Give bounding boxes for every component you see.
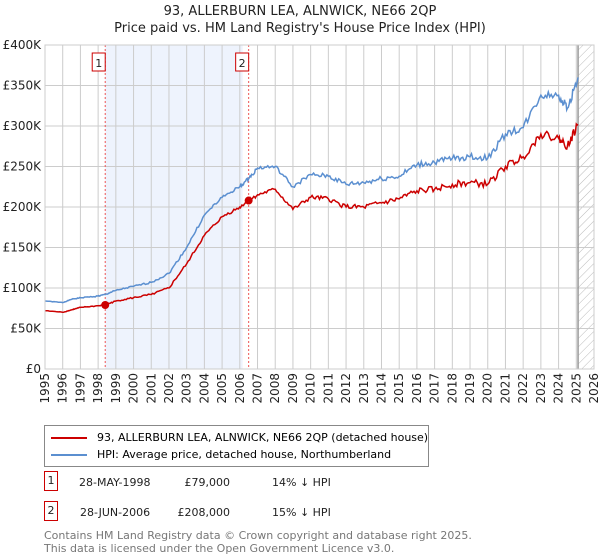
y-tick-label: £100K: [3, 281, 43, 295]
legend-hpi: HPI: Average price, detached house, Nort…: [97, 448, 392, 461]
chart-title: 93, ALLERBURN LEA, ALNWICK, NE66 2QP: [163, 4, 437, 19]
sale-price: £208,000: [177, 506, 231, 519]
x-tick-label: 1999: [109, 373, 123, 404]
x-tick-label: 2021: [498, 373, 512, 404]
y-tick-label: £150K: [3, 241, 43, 255]
y-tick-label: £350K: [3, 79, 43, 93]
x-tick-label: 2006: [233, 373, 247, 404]
y-tick-label: £200K: [3, 200, 43, 214]
legend: 93, ALLERBURN LEA, ALNWICK, NE66 2QP (de…: [44, 425, 429, 467]
sale-marker-number: 2: [239, 57, 246, 70]
x-tick-label: 2001: [144, 373, 158, 404]
footer-line: Contains HM Land Registry data © Crown c…: [44, 529, 472, 542]
footer: Contains HM Land Registry data © Crown c…: [44, 529, 472, 555]
red-line-swatch: [51, 436, 87, 439]
x-tick-label: 2010: [304, 373, 318, 404]
x-tick-label: 1998: [91, 373, 105, 404]
y-tick-label: £0: [26, 362, 41, 376]
x-tick-label: 2009: [286, 373, 300, 404]
x-tick-label: 2019: [463, 373, 477, 404]
sale-badge: 2: [44, 501, 58, 521]
line-chart: 1995 1996 1997 1998 1999 2000 2001 2002 2003 2004…: [3, 38, 600, 404]
sale-marker-badge: [235, 52, 250, 72]
sale-point: [101, 301, 110, 310]
x-tick-label: 2011: [321, 373, 335, 404]
x-tick-label: 2023: [534, 373, 548, 404]
x-tick-label: 2018: [445, 373, 459, 404]
y-tick-label: £50K: [10, 322, 42, 336]
x-tick-label: 2016: [410, 373, 424, 404]
sale-marker-badge: [91, 52, 106, 72]
plot-border: [44, 44, 595, 370]
x-tick-label: 2025: [569, 373, 583, 404]
property-price-line: [44, 122, 579, 314]
x-tick-label: 2014: [374, 373, 388, 404]
x-tick-label: 2012: [339, 373, 353, 404]
y-tick-label: £250K: [3, 160, 43, 174]
hpi-line: [44, 77, 579, 304]
sale-date: 28-MAY-1998: [79, 476, 151, 489]
x-tick-label: 2008: [268, 373, 282, 404]
y-tick-label: £400K: [3, 38, 43, 52]
chart-subtitle: Price paid vs. HM Land Registry's House …: [114, 21, 486, 36]
x-tick-label: 2000: [127, 373, 141, 404]
x-tick-label: 2004: [197, 373, 211, 404]
footer-line: This data is licensed under the Open Gov…: [44, 542, 395, 555]
x-tick-label: 2007: [251, 373, 265, 404]
x-tick-label: 2005: [215, 373, 229, 404]
blue-line-swatch: [51, 453, 87, 456]
x-tick-label: 2024: [552, 373, 566, 404]
sale-badge: 1: [44, 471, 58, 491]
x-tick-label: 1997: [73, 373, 87, 404]
x-tick-label: 2015: [392, 373, 406, 404]
sale-price: £79,000: [184, 476, 231, 489]
x-tick-label: 2022: [516, 373, 530, 404]
sale-hpi: 14% ↓ HPI: [272, 476, 331, 489]
sale-marker-number: 1: [95, 57, 102, 70]
x-tick-label: 2002: [162, 373, 176, 404]
y-tick-label: £300K: [3, 119, 43, 133]
sale-date: 28-JUN-2006: [80, 506, 151, 519]
x-tick-label: 1996: [56, 373, 70, 404]
sale-point: [244, 196, 253, 205]
x-tick-label: 2020: [481, 373, 495, 404]
sale-hpi: 15% ↓ HPI: [272, 506, 331, 519]
x-tick-label: 2013: [357, 373, 371, 404]
x-tick-label: 2017: [428, 373, 442, 404]
legend-property: 93, ALLERBURN LEA, ALNWICK, NE66 2QP (de…: [97, 431, 429, 444]
x-tick-label: 2026: [587, 373, 600, 404]
x-tick-label: 2003: [180, 373, 194, 404]
x-tick-label: 1995: [38, 373, 52, 404]
